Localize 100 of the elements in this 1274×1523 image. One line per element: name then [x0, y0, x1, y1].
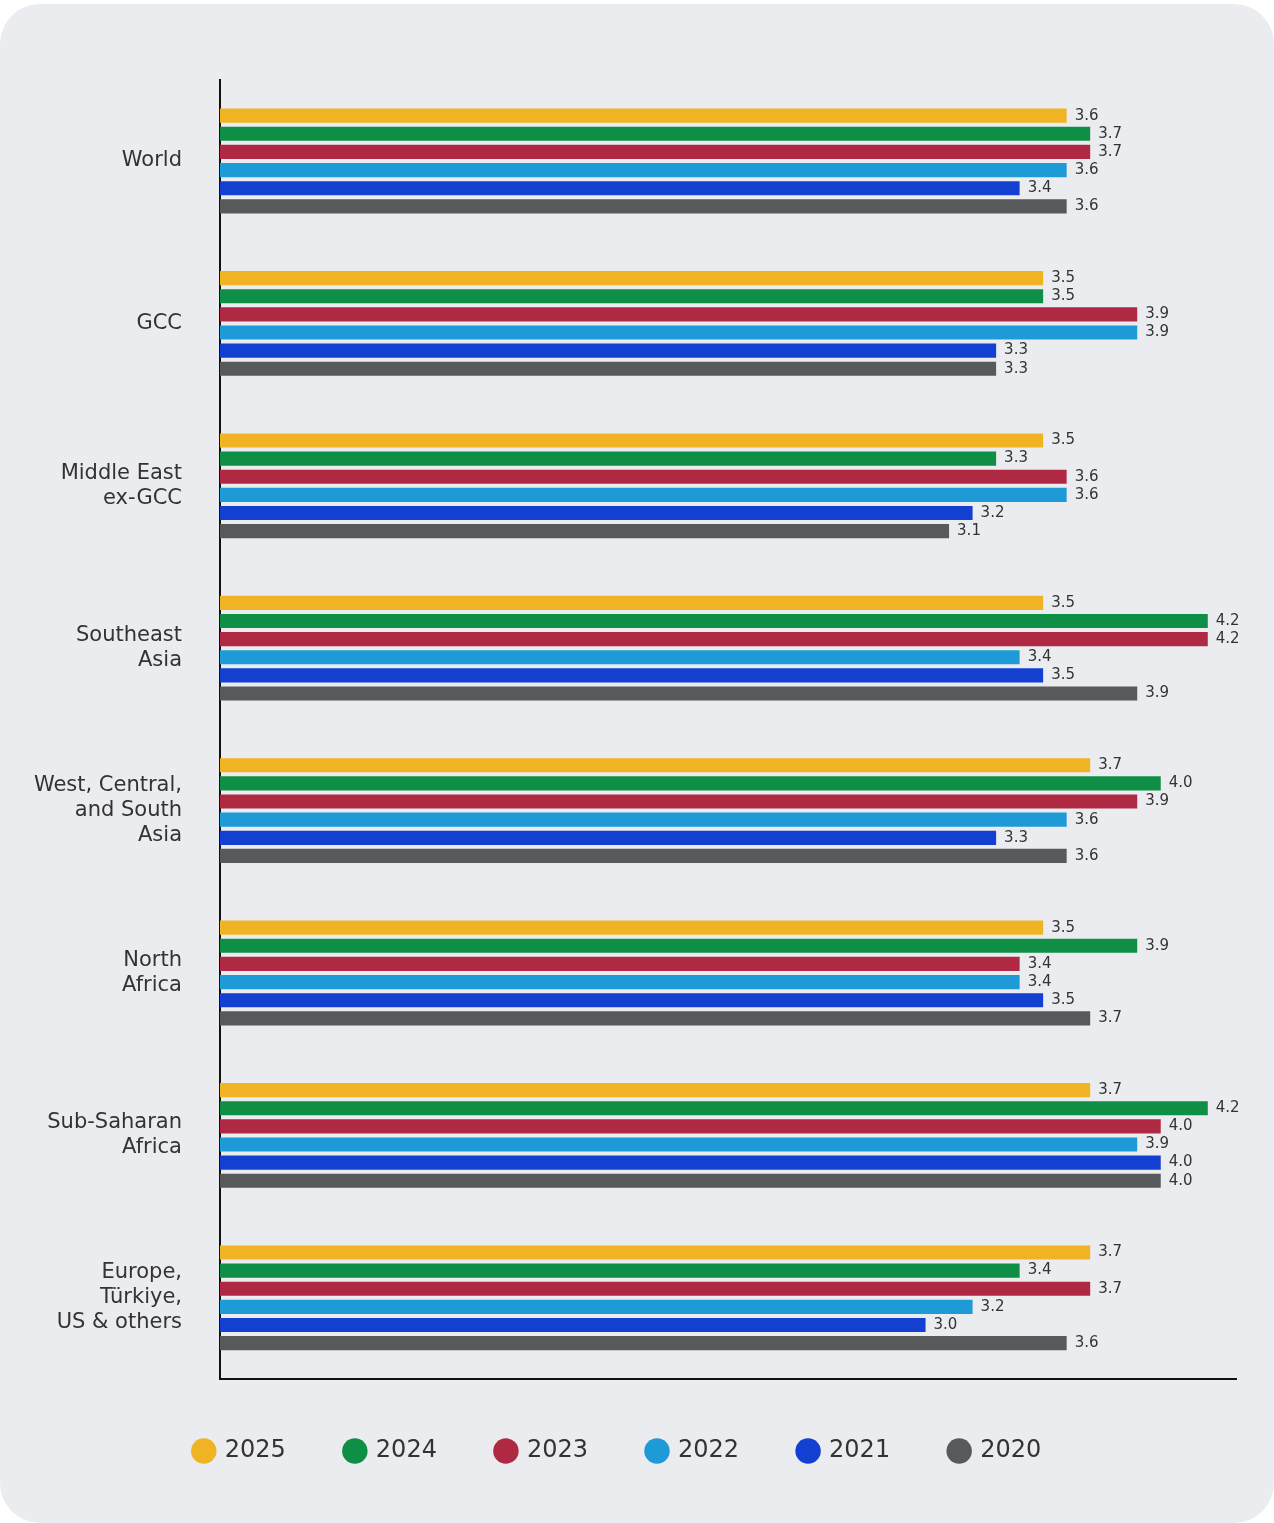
bar [220, 126, 1091, 141]
bar [220, 144, 1091, 160]
bar [220, 650, 1020, 665]
data-label: 3.7 [1098, 1242, 1123, 1261]
y-tick-label: Sub-Saharan Africa [47, 1109, 182, 1159]
data-label: 4.2 [1215, 629, 1240, 648]
bar [220, 343, 997, 358]
bar [220, 613, 1208, 629]
y-tick-label: Southeast Asia [76, 622, 182, 672]
data-label: 3.6 [1074, 159, 1099, 178]
data-label: 4.2 [1215, 610, 1240, 629]
data-label: 3.4 [1027, 178, 1052, 197]
bar [220, 1155, 1161, 1170]
data-label: 3.5 [1051, 430, 1076, 449]
bar [220, 1173, 1161, 1188]
bar [220, 956, 1020, 972]
data-label: 3.6 [1074, 809, 1099, 828]
bar [220, 848, 1067, 864]
data-label: 3.5 [1051, 286, 1076, 305]
bar [220, 1263, 1020, 1278]
data-label: 3.9 [1145, 1134, 1170, 1153]
data-label: 3.9 [1145, 935, 1170, 954]
bar [220, 433, 1044, 448]
legend-label: 2021 [829, 1435, 891, 1464]
bar [220, 595, 1044, 610]
bar [220, 199, 1067, 214]
bar [220, 270, 1044, 286]
data-label: 3.9 [1145, 683, 1170, 702]
bar [220, 812, 1067, 827]
data-label: 3.5 [1051, 267, 1076, 286]
y-tick-label: World [121, 147, 182, 172]
legend-label: 2022 [678, 1435, 740, 1464]
legend-label: 2020 [980, 1435, 1042, 1464]
bar [220, 325, 1138, 340]
bar [220, 1336, 1067, 1351]
data-label: 3.5 [1051, 917, 1076, 936]
data-label: 3.5 [1051, 665, 1076, 684]
bar [220, 289, 1044, 304]
bar [220, 975, 1020, 990]
bar [220, 938, 1138, 953]
bar [220, 1281, 1091, 1296]
data-label: 3.5 [1051, 990, 1076, 1009]
data-label: 4.2 [1215, 1098, 1240, 1117]
bar [220, 487, 1067, 502]
data-label: 3.6 [1074, 196, 1099, 215]
data-label: 3.3 [1004, 448, 1028, 467]
bar [220, 920, 1044, 935]
data-label: 3.6 [1074, 845, 1099, 864]
bar [220, 1011, 1091, 1026]
y-tick-label: Middle East ex-GCC [60, 459, 182, 509]
data-label: 4.0 [1168, 1116, 1193, 1135]
data-label: 4.0 [1168, 1152, 1193, 1171]
data-label: 3.4 [1027, 953, 1052, 972]
y-tick-label: West, Central, and South Asia [33, 771, 182, 847]
bar [220, 794, 1138, 809]
bar [220, 307, 1138, 322]
data-label: 3.7 [1098, 1278, 1123, 1297]
data-label: 3.6 [1074, 466, 1099, 485]
bar [220, 108, 1067, 123]
bar [220, 361, 997, 376]
bar [220, 163, 1067, 178]
data-label: 3.1 [957, 521, 981, 540]
bar [220, 686, 1138, 701]
bar [220, 1299, 973, 1314]
bar [220, 469, 1067, 484]
y-tick-label: GCC [136, 309, 182, 334]
data-label: 3.9 [1145, 322, 1170, 341]
data-label: 3.2 [980, 502, 1005, 521]
data-label: 3.6 [1074, 484, 1099, 503]
bar [220, 1317, 926, 1333]
data-label: 3.7 [1098, 141, 1123, 160]
data-label: 3.9 [1145, 304, 1170, 323]
data-label: 3.5 [1051, 592, 1076, 611]
data-label: 3.2 [980, 1296, 1005, 1315]
data-label: 3.4 [1027, 971, 1052, 990]
bar [220, 776, 1161, 791]
data-label: 3.3 [1004, 340, 1028, 359]
data-label: 3.4 [1027, 1260, 1052, 1279]
data-label: 3.9 [1145, 791, 1170, 810]
bar [220, 1137, 1138, 1152]
legend-label: 2025 [224, 1435, 286, 1464]
data-label: 3.4 [1027, 647, 1052, 666]
bar [220, 1082, 1091, 1098]
y-tick-label: Europe, Türkiye, US & others [56, 1259, 182, 1334]
bar [220, 181, 1020, 196]
legend-label: 2023 [526, 1435, 588, 1464]
bar [220, 524, 950, 539]
bar [220, 758, 1091, 773]
data-label: 3.7 [1098, 1079, 1123, 1098]
bar [220, 1119, 1161, 1134]
bar [220, 451, 997, 466]
bar [220, 993, 1044, 1008]
y-tick-label: North Africa [122, 946, 182, 997]
bar [220, 668, 1044, 683]
data-label: 3.6 [1074, 1333, 1099, 1352]
data-label: 3.6 [1074, 105, 1099, 124]
bar [220, 1101, 1208, 1116]
bar [220, 505, 973, 521]
bar [220, 632, 1208, 647]
data-label: 4.0 [1168, 1170, 1193, 1189]
